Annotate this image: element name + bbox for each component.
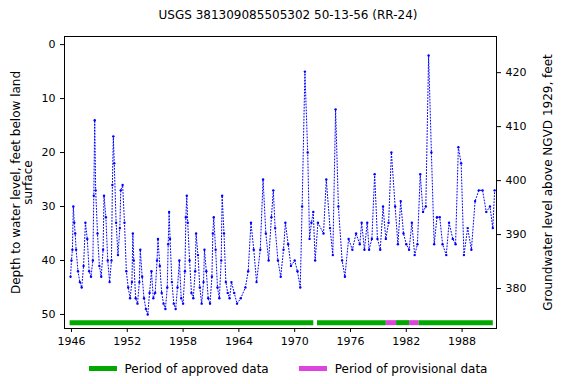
html-text:Period of approved data: Period of approved data	[124, 361, 269, 376]
svg-text:1982: 1982	[392, 335, 420, 348]
svg-text:50: 50	[42, 308, 56, 321]
svg-text:410: 410	[506, 120, 527, 133]
svg-text:10: 10	[42, 92, 56, 105]
svg-text:420: 420	[506, 66, 527, 79]
html-text:USGS 381309085505302 50-13-56: USGS 381309085505302 50-13-56 (RR-24)	[158, 8, 418, 22]
svg-text:30: 30	[42, 200, 56, 213]
svg-text:20: 20	[42, 146, 56, 159]
svg-text:400: 400	[506, 174, 527, 187]
svg-text:Groundwater level above NGVD 1: Groundwater level above NGVD 1929, feet	[541, 54, 555, 311]
svg-text:390: 390	[506, 228, 527, 241]
svg-text:Depth to water level, feet bel: Depth to water level, feet below landsur…	[9, 71, 35, 294]
svg-text:1946: 1946	[57, 335, 85, 348]
svg-text:1958: 1958	[169, 335, 197, 348]
svg-text:1952: 1952	[113, 335, 141, 348]
svg-text:1976: 1976	[336, 335, 364, 348]
svg-text:0: 0	[49, 38, 56, 51]
svg-text:380: 380	[506, 282, 527, 295]
svg-text:1964: 1964	[225, 335, 253, 348]
html-text:Period of provisional data: Period of provisional data	[334, 361, 488, 376]
svg-text:1970: 1970	[281, 335, 309, 348]
svg-text:40: 40	[42, 254, 56, 267]
svg-text:1988: 1988	[448, 335, 476, 348]
